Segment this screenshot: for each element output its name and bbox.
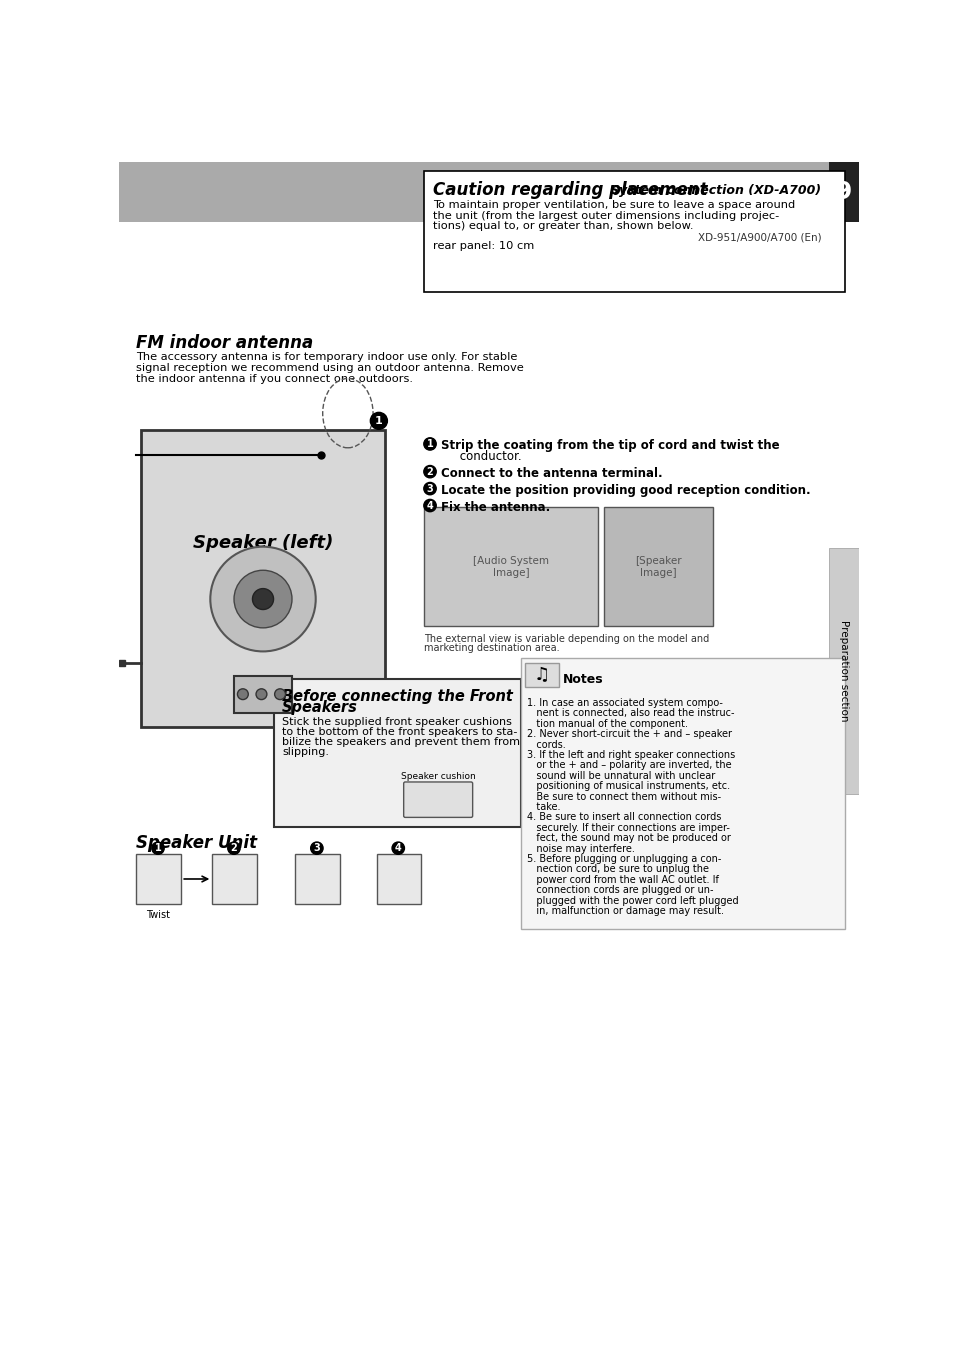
Text: Connect to the antenna terminal.: Connect to the antenna terminal. [440,467,661,480]
Text: ♫: ♫ [533,666,549,684]
Circle shape [423,482,436,494]
Text: take.: take. [526,802,559,812]
Text: conductor.: conductor. [440,450,521,463]
Text: tion manual of the component.: tion manual of the component. [526,719,687,728]
Text: System connection (XD-A700): System connection (XD-A700) [610,184,821,197]
Text: Speakers: Speakers [282,700,357,715]
Circle shape [423,466,436,478]
Bar [233,676,293,713]
Bar [828,549,858,794]
Bar [423,170,843,292]
Circle shape [253,589,274,609]
Text: [Audio System
Image]: [Audio System Image] [473,557,548,578]
Text: [Speaker
Image]: [Speaker Image] [635,557,681,578]
Text: 3: 3 [426,484,433,493]
Text: Twist: Twist [146,909,170,920]
Text: XD-951/A900/A700 (En): XD-951/A900/A700 (En) [697,232,821,243]
Bar [520,658,843,929]
Bar [828,162,858,222]
Text: the unit (from the largest outer dimensions including projec-: the unit (from the largest outer dimensi… [433,211,779,220]
Text: noise may interfere.: noise may interfere. [526,843,634,854]
Text: 5. Before plugging or unplugging a con-: 5. Before plugging or unplugging a con- [526,854,720,865]
Bar [376,854,421,904]
Bar [119,162,858,222]
Text: To maintain proper ventilation, be sure to leave a space around: To maintain proper ventilation, be sure … [433,200,795,209]
Text: 3. If the left and right speaker connections: 3. If the left and right speaker connect… [526,750,735,761]
Text: marketing destination area.: marketing destination area. [423,643,558,654]
Circle shape [423,500,436,512]
Text: positioning of musical instruments, etc.: positioning of musical instruments, etc. [526,781,729,792]
Text: 1: 1 [375,416,382,426]
Text: plugged with the power cord left plugged: plugged with the power cord left plugged [526,896,738,905]
Bar [294,854,340,904]
Text: power cord from the wall AC outlet. If: power cord from the wall AC outlet. If [526,874,718,885]
Text: Notes: Notes [562,673,603,686]
Text: bilize the speakers and prevent them from: bilize the speakers and prevent them fro… [282,738,519,747]
Text: Speaker (left): Speaker (left) [193,534,333,551]
Bar [524,662,558,688]
Text: signal reception we recommend using an outdoor antenna. Remove: signal reception we recommend using an o… [136,363,523,373]
Text: 3: 3 [314,843,320,854]
Text: rear panel: 10 cm: rear panel: 10 cm [433,242,534,251]
Text: Caution regarding placement: Caution regarding placement [433,181,707,199]
Text: Stick the supplied front speaker cushions: Stick the supplied front speaker cushion… [282,717,512,727]
Text: connection cords are plugged or un-: connection cords are plugged or un- [526,885,713,896]
Text: cords.: cords. [526,739,565,750]
Text: 9: 9 [834,180,852,204]
Bar [604,507,712,627]
Bar [212,854,257,904]
Text: 2: 2 [231,843,237,854]
Circle shape [233,570,292,628]
Text: Speaker Unit: Speaker Unit [136,835,257,852]
Text: Be sure to connect them without mis-: Be sure to connect them without mis- [526,792,720,801]
Bar [274,678,520,827]
Text: the indoor antenna if you connect one outdoors.: the indoor antenna if you connect one ou… [136,374,413,384]
Text: sound will be unnatural with unclear: sound will be unnatural with unclear [526,771,715,781]
Text: 2: 2 [426,466,433,477]
Circle shape [274,689,285,700]
Text: 4: 4 [395,843,401,854]
Text: slipping.: slipping. [282,747,329,758]
Circle shape [370,412,387,430]
Circle shape [392,842,404,854]
Text: Speaker cushion: Speaker cushion [401,773,476,781]
Text: 1: 1 [426,439,433,449]
Text: tions) equal to, or greater than, shown below.: tions) equal to, or greater than, shown … [433,222,693,231]
Circle shape [311,842,323,854]
Text: 4. Be sure to insert all connection cords: 4. Be sure to insert all connection cord… [526,812,720,823]
Circle shape [228,842,240,854]
Bar [136,854,181,904]
Text: Strip the coating from the tip of cord and twist the: Strip the coating from the tip of cord a… [440,439,779,453]
Bar [141,430,385,727]
Circle shape [152,842,164,854]
Text: nection cord, be sure to unplug the: nection cord, be sure to unplug the [526,865,708,874]
Text: fect, the sound may not be produced or: fect, the sound may not be produced or [526,834,730,843]
Text: The external view is variable depending on the model and: The external view is variable depending … [423,634,708,644]
Text: 1. In case an associated system compo-: 1. In case an associated system compo- [526,698,722,708]
Text: or the + and – polarity are inverted, the: or the + and – polarity are inverted, th… [526,761,731,770]
Circle shape [255,689,267,700]
Circle shape [210,547,315,651]
Text: to the bottom of the front speakers to sta-: to the bottom of the front speakers to s… [282,727,517,738]
Circle shape [423,438,436,450]
Text: 1: 1 [154,843,161,854]
Text: FM indoor antenna: FM indoor antenna [136,334,314,351]
Text: Before connecting the Front: Before connecting the Front [282,689,513,704]
Text: 4: 4 [426,500,433,511]
Text: Fix the antenna.: Fix the antenna. [440,501,550,513]
Text: The accessory antenna is for temporary indoor use only. For stable: The accessory antenna is for temporary i… [136,353,517,362]
Text: 2. Never short-circuit the + and – speaker: 2. Never short-circuit the + and – speak… [526,730,731,739]
Text: in, malfunction or damage may result.: in, malfunction or damage may result. [526,907,723,916]
Text: securely. If their connections are imper-: securely. If their connections are imper… [526,823,729,832]
Text: Locate the position providing good reception condition.: Locate the position providing good recep… [440,484,810,497]
FancyBboxPatch shape [403,782,472,817]
Circle shape [237,689,248,700]
Text: nent is connected, also read the instruc-: nent is connected, also read the instruc… [526,708,734,719]
Bar [423,507,598,627]
Text: Preparation section: Preparation section [838,620,848,721]
